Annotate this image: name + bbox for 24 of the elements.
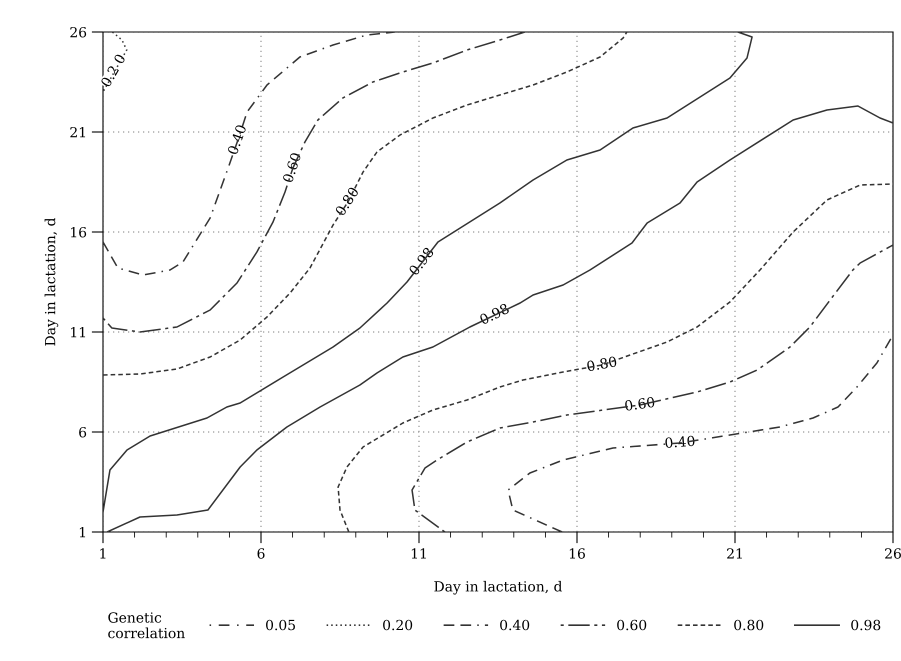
legend-label: 0.80	[734, 620, 764, 630]
legend-label: 0.05	[266, 620, 295, 630]
y-tick-label: 16	[71, 226, 86, 238]
annotation: 0.80	[586, 356, 617, 372]
y-tick-label: 21	[70, 126, 86, 138]
y-tick-label: 11	[71, 326, 86, 338]
x-tick-label: 1	[100, 548, 106, 559]
x-tick-label: 21	[727, 548, 742, 559]
legend-label: 0.60	[617, 620, 646, 630]
x-tick-label: 6	[258, 548, 265, 559]
legend-label: 0.98	[851, 620, 880, 630]
y-tick-label: 1	[80, 526, 86, 538]
legend-label: 0.40	[500, 620, 530, 630]
x-tick-label: 11	[412, 548, 426, 559]
x-tick-label: 26	[885, 548, 901, 559]
legend-label: 0.20	[383, 620, 412, 630]
y-axis-title: Day in lactation, d	[44, 218, 58, 346]
y-tick-label: 26	[70, 26, 86, 38]
y-tick-label: 6	[79, 426, 86, 438]
annotation: 0.40	[227, 124, 247, 156]
x-tick-label: 16	[570, 548, 585, 559]
x-axis-title: Day in lactation, d	[434, 580, 562, 594]
legend-title: Genetic correlation	[108, 612, 185, 638]
line-series	[103, 32, 128, 93]
